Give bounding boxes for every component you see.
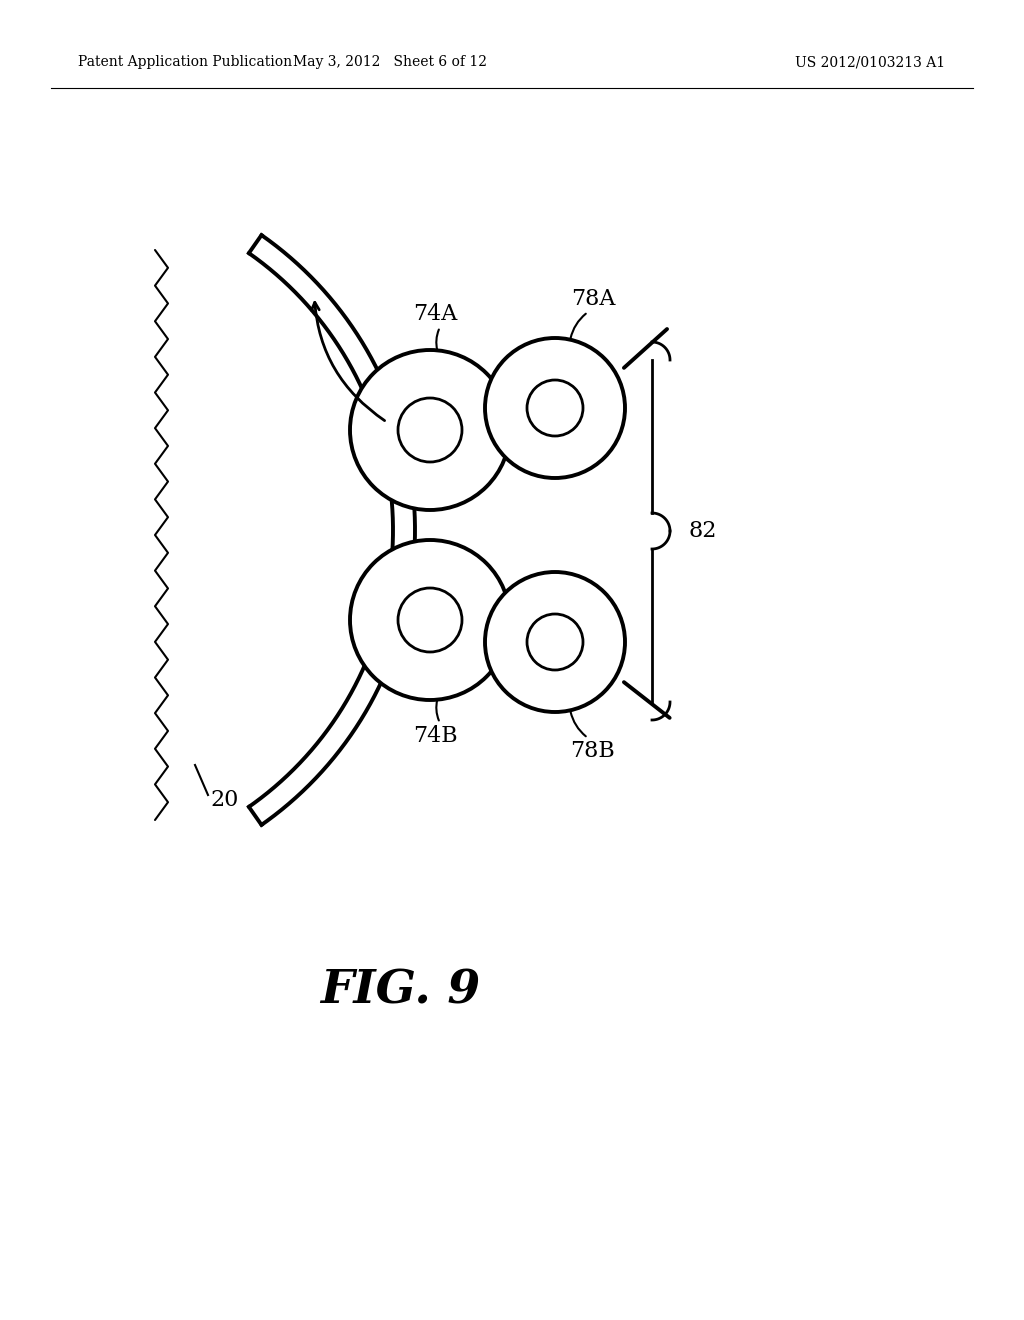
Text: May 3, 2012   Sheet 6 of 12: May 3, 2012 Sheet 6 of 12 xyxy=(293,55,487,69)
Text: 20: 20 xyxy=(210,789,239,810)
Text: 78A: 78A xyxy=(570,288,615,310)
FancyArrowPatch shape xyxy=(311,302,385,421)
Circle shape xyxy=(398,587,462,652)
Circle shape xyxy=(527,380,583,436)
Text: 74B: 74B xyxy=(413,725,458,747)
Text: 82: 82 xyxy=(688,520,717,543)
Circle shape xyxy=(485,572,625,711)
Text: US 2012/0103213 A1: US 2012/0103213 A1 xyxy=(795,55,945,69)
Text: FIG. 9: FIG. 9 xyxy=(319,968,480,1012)
Circle shape xyxy=(527,614,583,671)
Circle shape xyxy=(398,399,462,462)
Text: 78B: 78B xyxy=(570,741,615,762)
Circle shape xyxy=(485,338,625,478)
Text: 74A: 74A xyxy=(413,304,457,325)
Text: Patent Application Publication: Patent Application Publication xyxy=(78,55,292,69)
Circle shape xyxy=(350,540,510,700)
Circle shape xyxy=(350,350,510,510)
Polygon shape xyxy=(249,235,415,825)
